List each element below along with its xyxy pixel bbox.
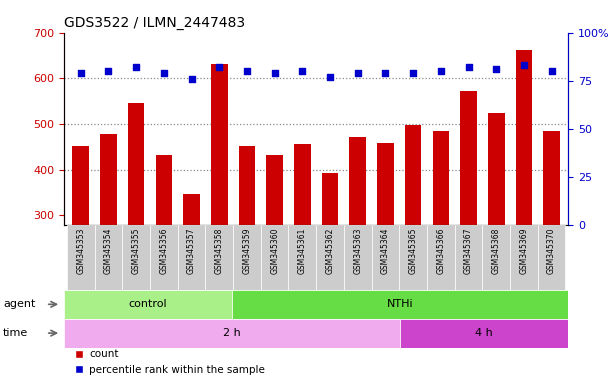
Text: GSM345359: GSM345359 — [243, 228, 252, 275]
Point — [159, 70, 169, 76]
Text: time: time — [3, 328, 28, 338]
Text: GSM345367: GSM345367 — [464, 228, 473, 275]
Bar — [100, 134, 117, 353]
Point — [491, 66, 501, 72]
Point — [325, 74, 335, 80]
Point — [464, 64, 474, 70]
Bar — [349, 137, 366, 353]
Point — [381, 70, 390, 76]
Bar — [150, 225, 178, 290]
Bar — [455, 225, 482, 290]
Point — [408, 70, 418, 76]
Bar — [516, 50, 532, 353]
Text: GSM345368: GSM345368 — [492, 228, 501, 274]
Bar — [427, 225, 455, 290]
Text: 2 h: 2 h — [223, 328, 241, 338]
Text: GSM345354: GSM345354 — [104, 228, 113, 275]
Text: GDS3522 / ILMN_2447483: GDS3522 / ILMN_2447483 — [64, 16, 245, 30]
Text: GSM345355: GSM345355 — [131, 228, 141, 275]
Point — [242, 68, 252, 74]
Bar — [344, 225, 371, 290]
Bar — [543, 131, 560, 353]
Text: GSM345361: GSM345361 — [298, 228, 307, 274]
Point — [187, 76, 197, 82]
Bar — [64, 319, 400, 348]
Text: GSM345356: GSM345356 — [159, 228, 169, 275]
Bar — [316, 225, 344, 290]
Point — [519, 62, 529, 68]
Bar — [156, 155, 172, 353]
Text: GSM345358: GSM345358 — [214, 228, 224, 274]
Text: GSM345364: GSM345364 — [381, 228, 390, 275]
Text: GSM345353: GSM345353 — [76, 228, 86, 275]
Text: agent: agent — [3, 299, 35, 310]
Text: control: control — [129, 299, 167, 310]
Text: GSM345357: GSM345357 — [187, 228, 196, 275]
Bar — [377, 143, 393, 353]
Bar — [232, 290, 568, 319]
Bar — [488, 113, 505, 353]
Bar — [400, 319, 568, 348]
Bar — [288, 225, 316, 290]
Point — [214, 64, 224, 70]
Text: 4 h: 4 h — [475, 328, 493, 338]
Text: GSM345365: GSM345365 — [409, 228, 418, 275]
Point — [547, 68, 557, 74]
Bar — [433, 131, 449, 353]
Text: GSM345370: GSM345370 — [547, 228, 556, 275]
Bar — [460, 91, 477, 353]
Bar — [211, 64, 227, 353]
Bar — [233, 225, 261, 290]
Bar — [322, 173, 338, 353]
Bar — [538, 225, 565, 290]
Bar — [178, 225, 205, 290]
Bar — [482, 225, 510, 290]
Bar — [122, 225, 150, 290]
Bar — [73, 146, 89, 353]
Point — [353, 70, 362, 76]
Point — [76, 70, 86, 76]
Bar — [399, 225, 427, 290]
Bar — [95, 225, 122, 290]
Bar — [183, 194, 200, 353]
Text: GSM345360: GSM345360 — [270, 228, 279, 275]
Bar — [64, 290, 232, 319]
Bar — [128, 104, 144, 353]
Bar — [67, 225, 95, 290]
Text: GSM345362: GSM345362 — [326, 228, 335, 274]
Bar — [371, 225, 399, 290]
Text: GSM345366: GSM345366 — [436, 228, 445, 275]
Text: NTHi: NTHi — [387, 299, 414, 310]
Point — [298, 68, 307, 74]
Bar — [294, 144, 310, 353]
Text: GSM345363: GSM345363 — [353, 228, 362, 275]
Bar — [239, 146, 255, 353]
Point — [131, 64, 141, 70]
Point — [436, 68, 445, 74]
Bar — [205, 225, 233, 290]
Point — [270, 70, 280, 76]
Bar — [405, 125, 422, 353]
Text: GSM345369: GSM345369 — [519, 228, 529, 275]
Bar — [266, 155, 283, 353]
Legend: count, percentile rank within the sample: count, percentile rank within the sample — [70, 345, 269, 379]
Point — [104, 68, 114, 74]
Bar — [510, 225, 538, 290]
Bar — [261, 225, 288, 290]
